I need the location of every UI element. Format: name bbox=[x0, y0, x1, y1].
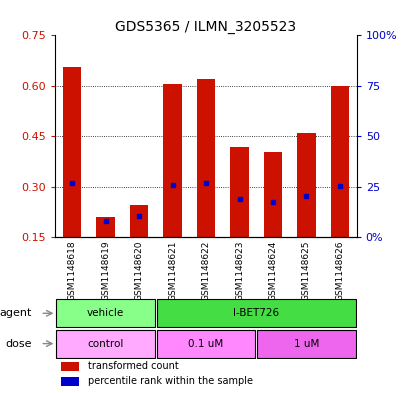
Text: percentile rank within the sample: percentile rank within the sample bbox=[88, 376, 253, 386]
Bar bbox=[56, 330, 155, 358]
Text: GSM1148625: GSM1148625 bbox=[301, 241, 310, 301]
Bar bbox=[156, 299, 355, 327]
Text: GSM1148622: GSM1148622 bbox=[201, 241, 210, 301]
Bar bbox=[63, 67, 81, 237]
Bar bbox=[56, 299, 155, 327]
Bar bbox=[330, 86, 348, 237]
Title: GDS5365 / ILMN_3205523: GDS5365 / ILMN_3205523 bbox=[115, 20, 296, 34]
Bar bbox=[230, 147, 248, 237]
Text: GSM1148618: GSM1148618 bbox=[67, 241, 76, 301]
Text: control: control bbox=[87, 339, 124, 349]
Bar bbox=[263, 152, 281, 237]
Bar bbox=[61, 362, 79, 371]
Text: dose: dose bbox=[5, 339, 32, 349]
Text: GSM1148626: GSM1148626 bbox=[335, 241, 344, 301]
Text: vehicle: vehicle bbox=[87, 308, 124, 318]
Bar bbox=[61, 377, 79, 386]
Text: agent: agent bbox=[0, 308, 32, 318]
Bar bbox=[96, 217, 115, 237]
Text: GSM1148620: GSM1148620 bbox=[134, 241, 143, 301]
Bar bbox=[196, 79, 215, 237]
Text: GSM1148619: GSM1148619 bbox=[101, 241, 110, 301]
Text: GSM1148623: GSM1148623 bbox=[234, 241, 243, 301]
Text: 0.1 uM: 0.1 uM bbox=[188, 339, 223, 349]
Bar bbox=[156, 330, 255, 358]
Text: transformed count: transformed count bbox=[88, 361, 179, 371]
Text: I-BET726: I-BET726 bbox=[233, 308, 279, 318]
Bar bbox=[256, 330, 355, 358]
Bar bbox=[130, 206, 148, 237]
Text: 1 uM: 1 uM bbox=[293, 339, 318, 349]
Bar bbox=[163, 84, 181, 237]
Text: GSM1148624: GSM1148624 bbox=[268, 241, 277, 301]
Bar bbox=[297, 133, 315, 237]
Text: GSM1148621: GSM1148621 bbox=[168, 241, 177, 301]
